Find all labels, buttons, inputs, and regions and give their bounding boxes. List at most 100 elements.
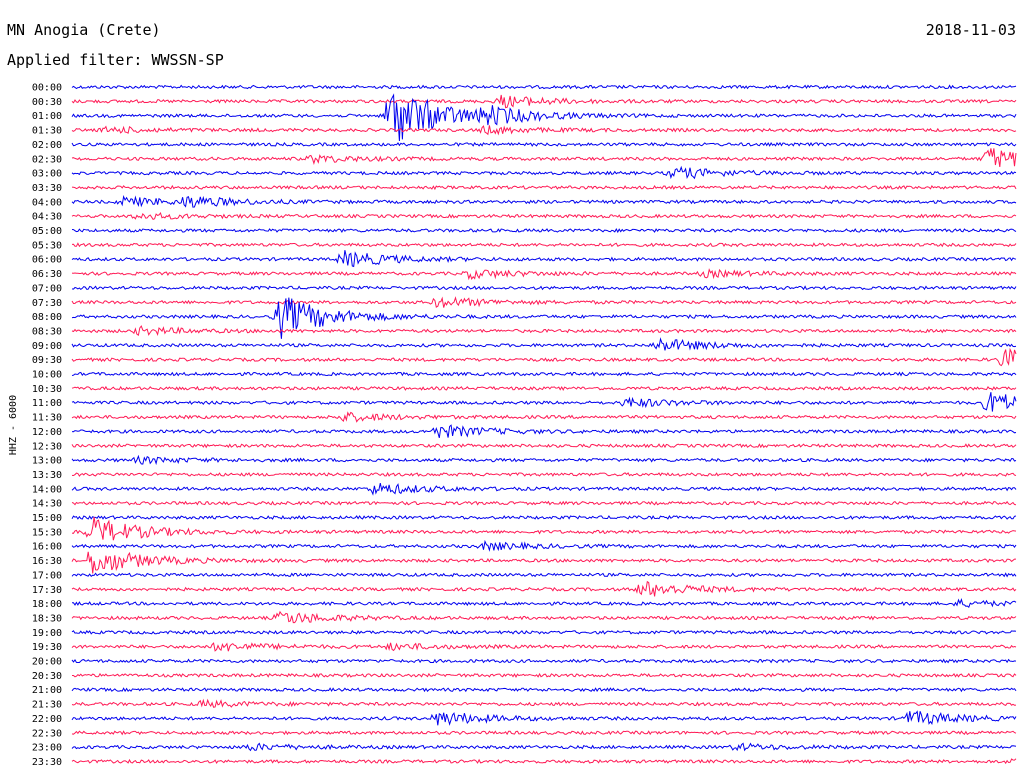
trace-line [71,500,1017,506]
trace-label: 17:00 [32,570,62,581]
trace-label: 13:00 [32,456,62,467]
trace-line [71,658,1017,664]
trace-line [72,598,1017,609]
trace-line [71,228,1017,234]
trace-label: 02:00 [32,140,62,151]
trace-line [71,730,1017,736]
trace-label: 23:00 [32,743,62,754]
trace-label: 03:00 [32,169,62,180]
trace-line [71,482,1017,496]
trace-line [71,516,1017,541]
trace-line [71,371,1017,377]
trace-label: 09:00 [32,341,62,352]
trace-line [71,710,1017,726]
trace-label: 05:00 [32,226,62,237]
trace-label: 21:30 [32,700,62,711]
filter-label: Applied filter: WWSSN-SP [7,51,224,69]
trace-label: 16:30 [32,556,62,567]
trace-label: 06:30 [32,269,62,280]
trace-line [71,698,1017,708]
trace-label: 22:30 [32,728,62,739]
trace-line [71,84,1017,90]
trace-line [71,195,1017,208]
trace-label: 19:30 [32,642,62,653]
station-title: MN Anogia (Crete) [7,21,161,39]
trace-line [71,250,1017,268]
trace-line [71,165,1017,180]
trace-label: 19:00 [32,628,62,639]
trace-label: 15:00 [32,513,62,524]
trace-label: 01:00 [32,111,62,122]
trace-line [71,610,1017,624]
trace-line [71,141,1017,147]
trace-line [71,758,1017,765]
trace-label: 13:30 [32,470,62,481]
trace-label: 23:30 [32,757,62,768]
trace-label: 00:00 [32,83,62,94]
tick-label-group: 00:00 00:30 01:00 01:30 02:00 02:30 03:00 03:30… [32,83,62,768]
trace-label: 18:30 [32,613,62,624]
trace-label: 08:00 [32,312,62,323]
trace-label: 11:30 [32,413,62,424]
trace-label: 07:30 [32,298,62,309]
trace-line [71,268,1017,281]
trace-label: 06:00 [32,255,62,266]
trace-label: 03:30 [32,183,62,194]
trace-label: 20:00 [32,657,62,668]
trace-label: 14:30 [32,499,62,510]
trace-label: 17:30 [32,585,62,596]
trace-line [71,184,1017,191]
trace-label: 12:00 [32,427,62,438]
trace-label: 20:30 [32,671,62,682]
trace-line [71,94,1017,109]
trace-line [71,347,1017,367]
trace-label: 10:00 [32,370,62,381]
trace-line [71,285,1017,291]
trace-line [71,642,1017,652]
trace-label: 22:00 [32,714,62,725]
trace-line [71,392,1017,412]
trace-line [72,672,1017,678]
trace-line [71,337,1017,351]
trace-line [71,629,1017,635]
trace-line [71,385,1017,392]
trace-label: 10:30 [32,384,62,395]
trace-label: 04:30 [32,212,62,223]
trace-group [71,84,1017,765]
trace-line [71,411,1017,423]
trace-line [71,148,1017,167]
trace-line [71,539,1017,552]
trace-line [71,742,1017,752]
trace-line [71,211,1017,221]
date-label: 2018-11-03 [925,21,1016,39]
trace-label: 05:30 [32,240,62,251]
trace-label: 15:30 [32,527,62,538]
trace-line [71,572,1017,578]
trace-label: 18:00 [32,599,62,610]
trace-line [71,125,1017,136]
channel-label: HHZ - 6000 [8,395,19,455]
trace-label: 04:00 [32,197,62,208]
trace-line [71,242,1017,248]
trace-line [71,424,1017,439]
trace-label: 02:30 [32,154,62,165]
trace-label: 16:00 [32,542,62,553]
trace-line [71,93,1017,142]
trace-line [71,514,1017,520]
trace-label: 14:00 [32,484,62,495]
trace-line [71,454,1017,466]
trace-line [71,471,1017,477]
trace-label: 12:30 [32,441,62,452]
trace-label: 09:30 [32,355,62,366]
trace-label: 00:30 [32,97,62,108]
trace-line [71,687,1017,693]
trace-label: 08:30 [32,326,62,337]
trace-line [71,325,1017,337]
trace-label: 11:00 [32,398,62,409]
trace-label: 01:30 [32,126,62,137]
trace-line [71,443,1017,449]
trace-label: 21:00 [32,685,62,696]
trace-label: 07:00 [32,283,62,294]
trace-line [71,296,1017,308]
